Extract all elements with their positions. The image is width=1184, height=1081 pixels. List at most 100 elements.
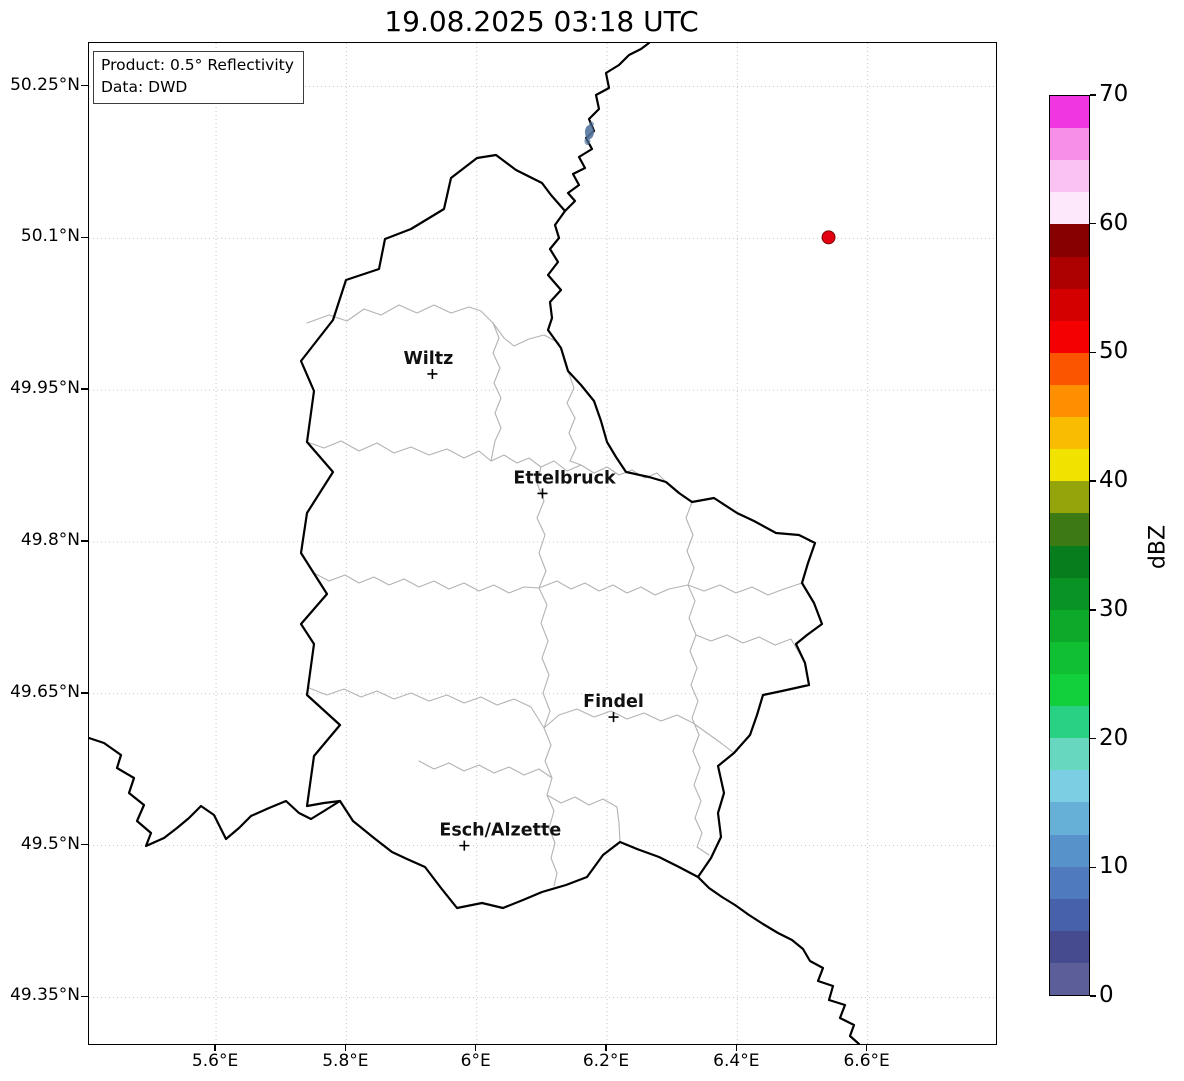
colorbar-tick-mark (1090, 609, 1096, 611)
district-border-line (546, 794, 621, 843)
colorbar (1049, 95, 1090, 996)
district-border-line (695, 634, 806, 664)
country-borders (89, 43, 861, 1044)
y-tick-mark (81, 388, 88, 390)
luxembourg-border (299, 153, 824, 910)
colorbar-tick-mark (1090, 995, 1096, 997)
district-border-line (306, 304, 560, 347)
radar-echo-dot (821, 230, 836, 245)
y-tick-label: 49.95°N (10, 378, 80, 399)
colorbar-tick-label: 70 (1099, 81, 1129, 107)
city-marker: Esch/Alzette (439, 821, 561, 851)
x-tick-label: 6.2°E (582, 1051, 630, 1071)
data-source-label: Data: DWD (101, 77, 188, 96)
colorbar-tick-mark (1090, 866, 1096, 869)
x-tick-mark (474, 1044, 477, 1051)
district-border-line (418, 760, 553, 779)
colorbar-tick-label: 20 (1099, 724, 1129, 751)
x-tick-mark (605, 1044, 607, 1051)
y-tick-mark (81, 540, 88, 542)
city-label: Wiltz (403, 349, 453, 369)
colorbar-segment (1050, 320, 1089, 353)
colorbar-segment (1050, 866, 1089, 899)
colorbar-segment (1050, 384, 1089, 418)
colorbar-tick-mark (1090, 94, 1096, 96)
city-label: Findel (583, 692, 644, 712)
colorbar-tick-label: 30 (1099, 595, 1129, 622)
city-marker: Findel (583, 692, 644, 723)
y-tick-mark (81, 692, 88, 694)
map-plot: Wiltz Ettelbruck Findel Esch/Alzette Produc… (88, 42, 997, 1045)
colorbar-segment (1050, 192, 1089, 225)
district-border-line (536, 466, 558, 887)
x-tick-label: 6.4°E (713, 1051, 760, 1071)
colorbar-segment (1050, 962, 1089, 996)
district-border-line (566, 370, 582, 466)
colorbar-tick-mark (1090, 480, 1096, 482)
city-label: Ettelbruck (513, 468, 616, 488)
colorbar-segment (1050, 802, 1089, 835)
radar-echo-smudge (584, 121, 594, 146)
x-tick-label: 6°E (460, 1051, 491, 1071)
city-label: Esch/Alzette (439, 821, 561, 841)
x-tick-mark (214, 1044, 216, 1051)
y-tick-mark (81, 843, 88, 846)
colorbar-tick-label: 50 (1099, 338, 1129, 365)
x-tick-mark (735, 1044, 738, 1051)
city-marker: Wiltz (403, 349, 453, 379)
y-tick-label: 50.1°N (20, 226, 80, 247)
belgium-germany-border (563, 43, 651, 213)
colorbar-segment (1050, 898, 1089, 931)
district-border-line (687, 582, 803, 596)
colorbar-segment (1050, 577, 1089, 610)
district-border-line (306, 440, 542, 468)
colorbar-segment (1050, 160, 1089, 193)
colorbar-segment (1050, 706, 1089, 739)
city-cross-icon (537, 488, 548, 499)
colorbar-segment (1050, 449, 1089, 482)
colorbar-tick-label: 60 (1099, 209, 1129, 236)
colorbar-segment (1050, 224, 1089, 257)
colorbar-tick-label: 10 (1099, 853, 1129, 880)
colorbar-unit-label: dBZ (1145, 524, 1171, 570)
y-tick-mark (81, 236, 88, 239)
colorbar-segment (1050, 673, 1089, 707)
colorbar-tick-mark (1090, 351, 1096, 354)
x-tick-mark (344, 1044, 347, 1051)
city-cross-icon (427, 368, 438, 379)
colorbar-tick-mark (1090, 222, 1096, 225)
france-germany-border (696, 875, 861, 1044)
colorbar-segment (1050, 738, 1089, 771)
y-tick-label: 49.5°N (20, 833, 80, 854)
colorbar-tick-label: 40 (1099, 467, 1129, 494)
colorbar-segment (1050, 96, 1089, 129)
colorbar-segment (1050, 770, 1089, 803)
grid-lines (89, 43, 996, 1044)
x-tick-label: 6.6°E (843, 1051, 890, 1071)
district-borders (306, 304, 806, 887)
y-tick-label: 49.8°N (20, 529, 80, 550)
radar-echoes (584, 121, 836, 245)
colorbar-tick-mark (1090, 737, 1096, 740)
colorbar-segment (1050, 128, 1089, 161)
product-label: Product: 0.5° Reflectivity (101, 56, 294, 74)
france-belgium-border (89, 736, 342, 848)
x-tick-label: 5.6°E (191, 1051, 239, 1071)
city-markers: Wiltz Ettelbruck Findel Esch/Alzette (403, 349, 644, 851)
colorbar-segment (1050, 834, 1089, 867)
y-tick-mark (81, 995, 88, 998)
colorbar-tick-label: 0 (1099, 982, 1114, 1008)
colorbar-segment (1050, 545, 1089, 578)
city-cross-icon (459, 840, 470, 851)
colorbar-segment (1050, 930, 1089, 963)
y-tick-label: 50.25°N (10, 74, 80, 95)
colorbar-segment (1050, 481, 1089, 514)
info-box: Product: 0.5° Reflectivity Data: DWD (93, 51, 304, 105)
x-tick-label: 5.8°E (322, 1051, 369, 1071)
colorbar-segment (1050, 609, 1089, 642)
colorbar-segment (1050, 641, 1089, 674)
x-tick-mark (865, 1044, 868, 1051)
colorbar-segment (1050, 513, 1089, 546)
city-cross-icon (608, 712, 619, 723)
y-tick-label: 49.65°N (10, 681, 80, 702)
